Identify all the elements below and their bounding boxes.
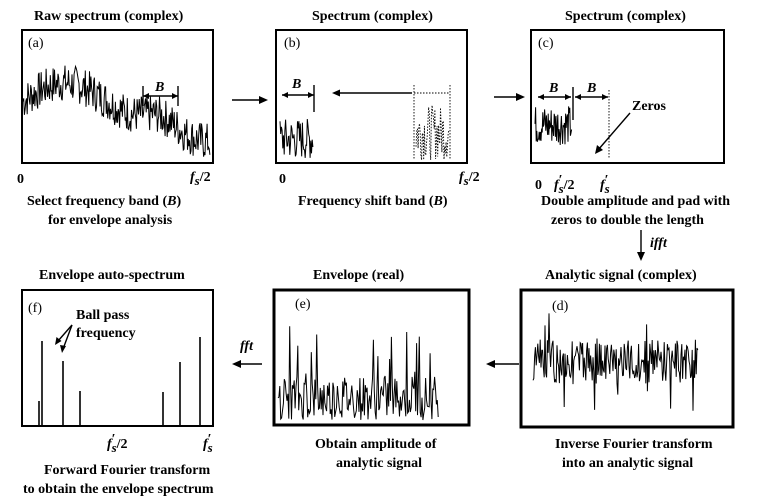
panel-a-tick-zero: 0 <box>17 172 24 187</box>
panel-e-caption-line-2: analytic signal <box>336 456 422 471</box>
panel-f-frame <box>21 289 214 427</box>
panel-c-tick-zero: 0 <box>535 178 542 193</box>
panel-f-caption-line-2: to obtain the envelope spectrum <box>23 482 214 497</box>
panel-b-tick-end: fs/2 <box>459 170 480 188</box>
panel-f-title: Envelope auto-spectrum <box>39 268 185 283</box>
panel-b-title: Spectrum (complex) <box>312 9 433 24</box>
panel-e-frame <box>272 288 471 427</box>
panel-e-title: Envelope (real) <box>313 268 404 283</box>
panel-c-label: (c) <box>538 36 554 51</box>
panel-b-original-band-dotted <box>415 105 450 161</box>
panel-f: Envelope auto-spectrum (f) Ball pass fre… <box>21 268 214 497</box>
panel-a-caption-line-2: for envelope analysis <box>48 213 173 228</box>
panel-b-shifted-band-trace <box>279 118 314 158</box>
panel-d: Analytic signal (complex) (d) Inverse Fo… <box>519 268 735 471</box>
panel-e-envelope-trace <box>277 326 439 421</box>
panel-e: Envelope (real) (e) Obtain amplitude of … <box>272 268 471 471</box>
panel-c-caption-line-1: Double amplitude and pad with <box>541 194 730 209</box>
panel-a-tick-end: fs/2 <box>190 170 211 188</box>
panel-a-label: (a) <box>28 36 44 51</box>
panel-b-band-label: B <box>291 77 301 92</box>
panel-c-doubled-band-trace <box>534 106 573 146</box>
panel-c-tick-1: f′ s/2 <box>554 173 575 196</box>
panel-c-tick-2: f′ s <box>600 173 610 196</box>
panel-f-caption-line-1: Forward Fourier transform <box>44 463 210 478</box>
panel-a-band-arrowhead-left <box>143 93 149 99</box>
panel-f-label: (f) <box>28 301 42 316</box>
panel-b-label: (b) <box>284 36 301 51</box>
panel-d-title: Analytic signal (complex) <box>545 268 697 283</box>
panel-c-band-label-2: B <box>586 81 596 96</box>
panel-a-band-label: B <box>154 80 164 95</box>
panel-b-tick-zero: 0 <box>279 172 286 187</box>
fft-label: fft <box>240 339 254 354</box>
panel-b-frame <box>275 29 468 164</box>
ifft-label: ifft <box>650 236 668 251</box>
panel-a-title: Raw spectrum (complex) <box>34 9 184 24</box>
panel-d-label: (d) <box>552 299 569 314</box>
panel-c-title: Spectrum (complex) <box>565 9 686 24</box>
panel-c-band-label-1: B <box>548 81 558 96</box>
panel-a-frame <box>21 29 214 164</box>
panel-d-analytic-signal-trace <box>532 313 699 411</box>
arrow-c-to-d: ifft <box>637 230 668 261</box>
panel-f-tick-1: f′ s/2 <box>107 432 128 455</box>
panel-c-caption-line-2: zeros to double the length <box>551 213 704 228</box>
panel-f-annotation-line-1: Ball pass <box>76 308 130 323</box>
panel-a-raw-spectrum-trace <box>22 64 211 157</box>
panel-d-caption-line-1: Inverse Fourier transform <box>555 437 713 452</box>
panel-a-caption-line-1: Select frequency band (B) <box>27 194 181 209</box>
panel-b-caption: Frequency shift band (B) <box>298 194 448 209</box>
arrow-b-to-c <box>494 93 525 101</box>
panel-e-caption-line-1: Obtain amplitude of <box>315 437 437 452</box>
panel-a: Raw spectrum (complex) (a) B 0 fs/2 Sele… <box>17 9 214 228</box>
panel-f-annotation-arrow-1 <box>57 324 73 342</box>
arrow-e-to-f: fft <box>232 339 262 368</box>
panel-c-zeros-label: Zeros <box>632 99 667 114</box>
panel-d-caption-line-2: into an analytic signal <box>562 456 693 471</box>
panel-f-annotation-arrow-2 <box>62 324 73 350</box>
arrow-a-to-b <box>232 96 268 104</box>
panel-a-band-arrowhead-right <box>172 93 178 99</box>
panel-e-label: (e) <box>295 297 311 312</box>
panel-d-frame <box>519 288 735 429</box>
panel-f-tick-2: f′ s <box>203 432 213 455</box>
panel-f-annotation-line-2: frequency <box>76 326 136 341</box>
panel-c-zeros-arrow <box>597 112 631 151</box>
panel-c-frame <box>530 29 725 164</box>
panel-b: Spectrum (complex) (b) B 0 fs/2 Frequenc… <box>275 9 480 209</box>
panel-c: Spectrum (complex) (c) B B Zeros 0 f′ s/2… <box>530 9 730 228</box>
arrow-d-to-e <box>486 360 519 368</box>
